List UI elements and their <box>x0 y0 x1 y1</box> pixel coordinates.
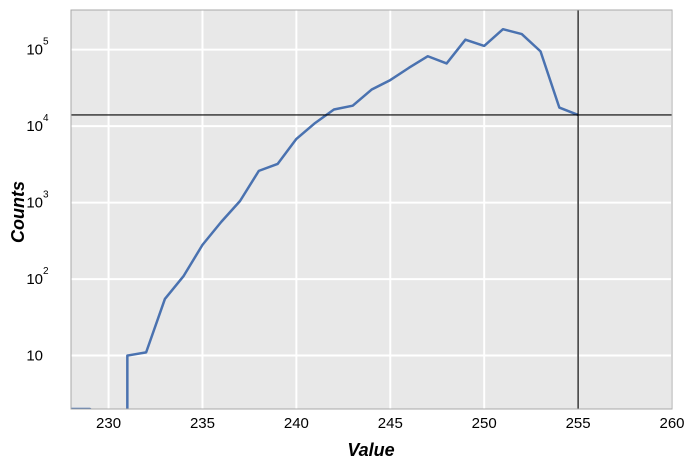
y-tick-exponent: 5 <box>43 37 49 48</box>
x-tick-label: 260 <box>659 415 684 432</box>
x-tick-label: 235 <box>190 415 215 432</box>
y-tick-base: 10 <box>26 118 43 135</box>
x-tick-labels: 230 235 240 245 250 255 260 <box>96 415 684 432</box>
crosshair <box>71 10 672 409</box>
x-tick-label: 250 <box>472 415 497 432</box>
plot-frame <box>70 9 673 410</box>
y-tick-label: 10 3 <box>26 190 49 212</box>
y-tick-exponent: 3 <box>43 190 49 201</box>
x-tick-label: 230 <box>96 415 121 432</box>
plot-area <box>71 10 672 409</box>
x-axis-title: Value <box>347 440 394 460</box>
series-layer <box>71 27 579 409</box>
y-tick-base: 10 <box>26 42 43 59</box>
x-tick-label: 245 <box>378 415 403 432</box>
y-axis-title: Counts <box>8 181 28 243</box>
y-tick-exponent: 4 <box>43 113 49 124</box>
y-tick-base: 10 <box>26 195 43 212</box>
y-tick-label: 10 2 <box>26 266 49 288</box>
y-tick-label: 10 <box>26 348 43 365</box>
y-tick-label: 10 4 <box>26 113 49 135</box>
series-line <box>71 27 579 409</box>
y-tick-exponent: 2 <box>43 266 49 277</box>
x-tick-label: 255 <box>566 415 591 432</box>
x-tick-label: 240 <box>284 415 309 432</box>
y-tick-base: 10 <box>26 271 43 288</box>
y-tick-label: 10 5 <box>26 37 49 59</box>
y-tick-base: 10 <box>26 348 43 365</box>
